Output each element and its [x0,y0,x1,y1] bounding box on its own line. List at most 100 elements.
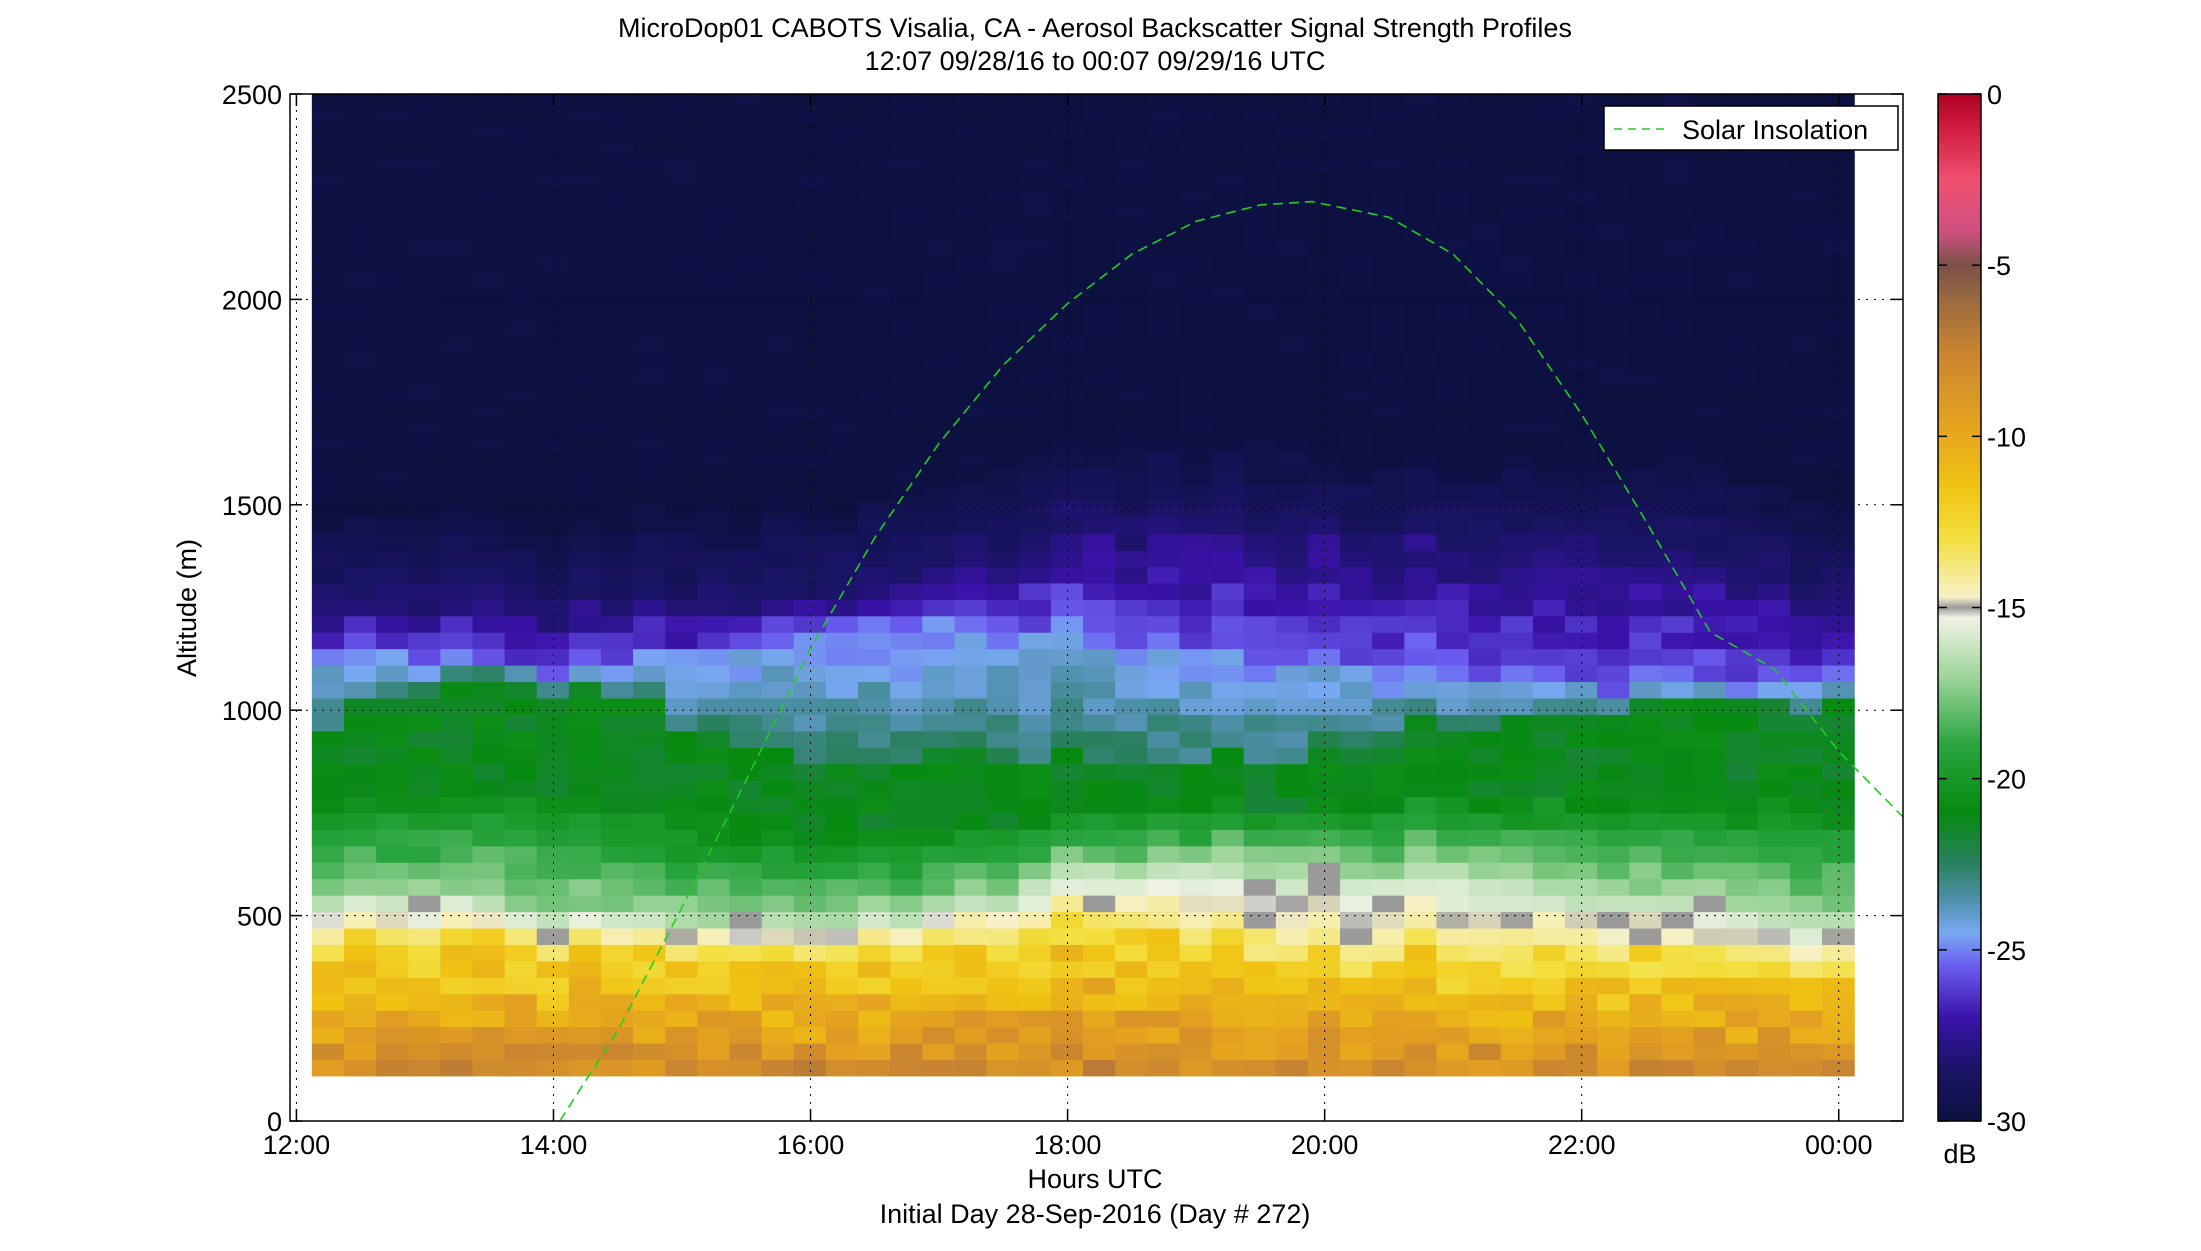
heatmap-cell [729,533,763,551]
heatmap-cell [1050,714,1084,732]
heatmap-cell [1532,369,1566,387]
heatmap-cell [858,648,891,666]
heatmap-cell [1597,418,1630,436]
heatmap-cell [376,188,409,206]
heatmap-cell [1661,336,1695,354]
heatmap-cell [1532,812,1566,830]
heatmap-cell [1083,1042,1116,1060]
heatmap-cell [729,599,763,617]
heatmap-cell [311,566,345,584]
heatmap-cell [1018,977,1052,995]
heatmap-cell [1404,1010,1438,1028]
heatmap-cell [986,188,1020,206]
heatmap-cell [1532,796,1566,814]
heatmap-cell [440,204,474,222]
heatmap-cell [697,172,731,190]
heatmap-cell [1500,418,1534,436]
heatmap-cell [954,1010,988,1028]
heatmap-cell [1693,484,1727,502]
heatmap-cell [1211,122,1245,140]
heatmap-cell [1018,418,1052,436]
heatmap-cell [1789,796,1823,814]
heatmap-cell [1211,829,1245,847]
heatmap-cell [1725,582,1759,600]
heatmap-cell [1179,927,1213,945]
heatmap-cell [1822,993,1855,1011]
heatmap-cell [665,665,699,683]
heatmap-cell [1179,730,1213,748]
heatmap-cell [1275,960,1309,978]
heatmap-cell [536,204,570,222]
heatmap-cell [376,94,409,107]
heatmap-cell [440,747,474,765]
heatmap-cell [1468,533,1502,551]
heatmap-cell [1275,599,1309,617]
grid-lines [290,94,1903,1121]
heatmap-cell [1083,993,1116,1011]
heatmap-cell [1757,796,1791,814]
heatmap-cell [954,484,988,502]
heatmap-cell [665,287,699,305]
heatmap-cell [601,1059,634,1077]
heatmap-cell [1340,254,1373,272]
heatmap-cell [376,517,409,535]
heatmap-cell [1243,336,1277,354]
heatmap-cell [665,484,699,502]
heatmap-cell [890,172,923,190]
heatmap-cell [1211,1059,1245,1077]
heatmap-cell [1115,730,1148,748]
heatmap-cell [1532,665,1566,683]
heatmap-cell [633,287,666,305]
heatmap-cell [1757,665,1791,683]
heatmap-cell [1436,336,1470,354]
heatmap-cell [793,434,827,452]
heatmap-cell [858,221,891,239]
heatmap-cell [408,1026,441,1044]
heatmap-cell [1083,582,1116,600]
heatmap-cell [1243,352,1277,370]
heatmap-cell [1725,188,1759,206]
heatmap-cell [1115,977,1148,995]
x-axis-label: Hours UTC [1027,1164,1162,1194]
heatmap-cell [1436,1026,1470,1044]
heatmap-cell [536,188,570,206]
heatmap-cell [890,796,923,814]
heatmap-cell [1243,172,1277,190]
x-tick-label: 14:00 [520,1130,588,1160]
heatmap-cell [729,1059,763,1077]
heatmap-cell [376,878,409,896]
heatmap-cell [1757,517,1791,535]
heatmap-cell [1500,336,1534,354]
heatmap-cell [440,895,474,913]
heatmap-cell [1757,94,1791,107]
heatmap-cell [504,484,538,502]
heatmap-cell [1532,352,1566,370]
heatmap-cell [504,747,538,765]
heatmap-cell [504,582,538,600]
heatmap-cell [311,747,345,765]
heatmap-cell [1629,188,1662,206]
heatmap-cell [1725,517,1759,535]
heatmap-cell [986,911,1020,929]
heatmap-cell [1211,944,1245,962]
heatmap-cell [1436,911,1470,929]
heatmap-cell [311,993,345,1011]
heatmap-cell [1372,665,1405,683]
heatmap-cell [343,484,377,502]
heatmap-cell [1757,467,1791,485]
heatmap-cell [568,484,602,502]
heatmap-cell [665,566,699,584]
heatmap-cell [633,927,666,945]
heatmap-cell [1629,977,1662,995]
heatmap-cell [1243,254,1277,272]
heatmap-cell [1500,582,1534,600]
heatmap-cell [697,549,731,568]
heatmap-cell [986,648,1020,666]
heatmap-cell [665,549,699,568]
heatmap-cell [1211,467,1245,485]
heatmap-cell [665,517,699,535]
heatmap-cell [633,977,666,995]
heatmap-cell [601,484,634,502]
heatmap-cell [568,730,602,748]
heatmap-cell [697,385,731,403]
